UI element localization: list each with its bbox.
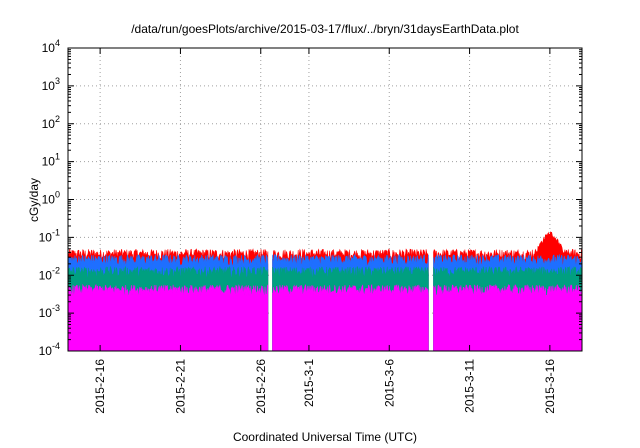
y-tick-label: 10-3 [39, 303, 60, 320]
series-area [272, 283, 429, 352]
series-area [67, 283, 269, 352]
dropout-mark [248, 298, 251, 351]
series-layer [67, 231, 583, 352]
y-axis-title: cGy/day [27, 178, 41, 222]
y-tick-label: 103 [42, 76, 60, 93]
y-tick-label: 102 [42, 114, 60, 131]
dropout-mark [377, 298, 380, 351]
dropout-mark [409, 298, 412, 351]
x-tick-label: 2015-3-6 [382, 359, 396, 407]
x-tick-label: 2015-3-11 [463, 359, 477, 413]
x-tick-label: 2015-3-1 [302, 359, 316, 407]
series [67, 283, 583, 352]
x-tick-label: 2015-2-26 [254, 359, 268, 414]
dropout-mark [345, 298, 348, 351]
x-axis-title: Coordinated Universal Time (UTC) [233, 430, 417, 444]
y-tick-label: 104 [42, 38, 60, 55]
axes: 10-4 10-3 10-2 10-1 100 101 102 103 104 2015-2-16… [39, 38, 582, 414]
y-tick-label: 101 [42, 152, 60, 169]
x-tick-label: 2015-3-16 [543, 359, 557, 414]
y-tick-label: 100 [42, 190, 60, 207]
y-tick-label: 10-1 [39, 227, 60, 244]
series-area [433, 283, 583, 352]
dropout-mark [393, 298, 396, 351]
dropout-mark [168, 298, 171, 351]
y-tick-label: 10-4 [39, 341, 60, 358]
dropout-mark [505, 298, 508, 351]
x-tick-label: 2015-2-21 [173, 359, 187, 414]
dropout-mark [136, 298, 139, 351]
y-tick-label: 10-2 [39, 265, 60, 282]
x-tick-label: 2015-2-16 [93, 359, 107, 414]
chart-title: /data/run/goesPlots/archive/2015-03-17/f… [131, 22, 519, 36]
